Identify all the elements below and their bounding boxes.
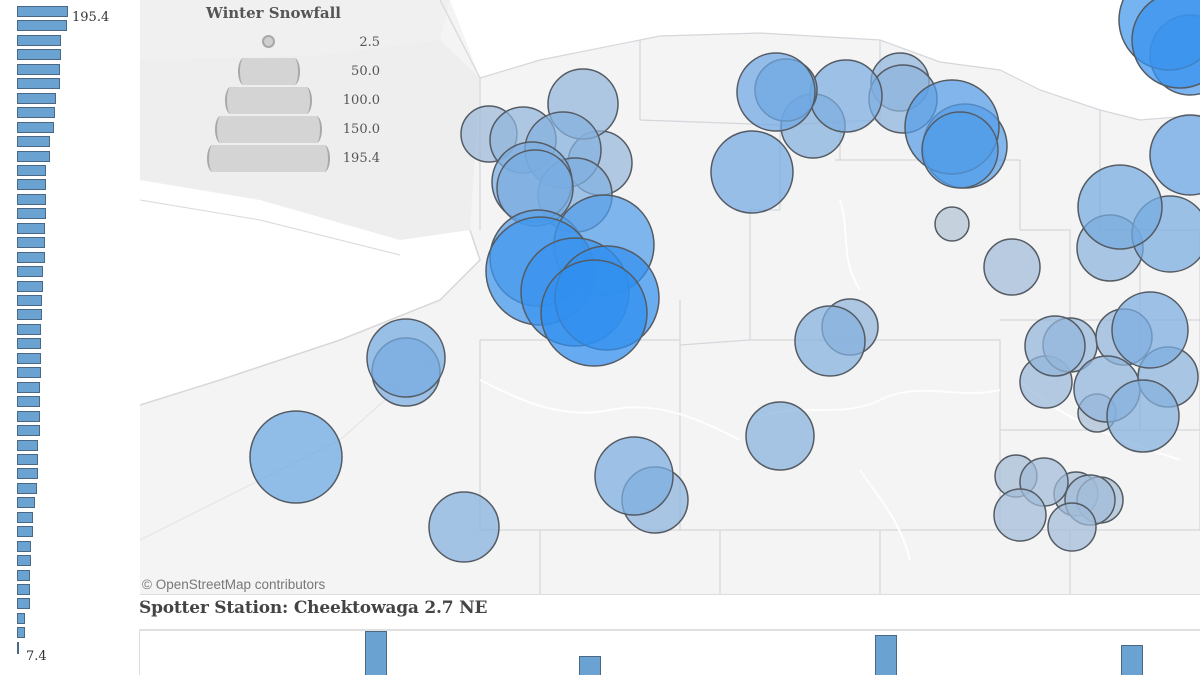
rank-bar[interactable] — [17, 20, 67, 32]
rank-bar[interactable] — [17, 453, 38, 465]
rank-bar[interactable] — [17, 352, 41, 364]
rank-bar[interactable] — [17, 598, 30, 610]
rank-bottom-label: 7.4 — [26, 649, 47, 664]
snowfall-station-bubble[interactable] — [921, 111, 999, 189]
snowfall-station-bubble[interactable] — [1077, 164, 1163, 250]
legend-label-4: 150.0 — [342, 122, 380, 137]
rank-bar[interactable] — [17, 641, 19, 654]
legend-size-marker-5 — [207, 145, 330, 172]
rank-bar[interactable] — [17, 482, 37, 494]
rank-bar[interactable] — [17, 584, 30, 595]
rank-bar[interactable] — [17, 237, 45, 249]
rank-bar[interactable] — [17, 439, 38, 451]
rank-bar[interactable] — [17, 381, 40, 393]
station-snowfall-bar[interactable] — [579, 656, 601, 675]
rank-bar[interactable] — [17, 323, 41, 335]
snowfall-station-bubble[interactable] — [540, 259, 648, 367]
snowfall-bubbles-layer[interactable] — [140, 0, 1200, 594]
legend-size-marker-2 — [238, 58, 300, 85]
rank-bar[interactable] — [17, 309, 42, 321]
snowfall-station-bubble[interactable] — [993, 488, 1047, 542]
rank-top-label: 195.4 — [72, 10, 110, 25]
rank-bar[interactable] — [17, 540, 31, 552]
rank-bar[interactable] — [17, 164, 46, 176]
rank-bar[interactable] — [17, 49, 61, 61]
rank-bar[interactable] — [17, 107, 55, 119]
legend-label-1: 2.5 — [359, 35, 380, 50]
rank-bar[interactable] — [17, 136, 50, 148]
rank-bar[interactable] — [17, 34, 61, 46]
rank-bar[interactable] — [17, 468, 38, 480]
rank-bar[interactable] — [17, 92, 56, 104]
station-title: Spotter Station: Cheektowaga 2.7 NE — [139, 598, 488, 618]
snowfall-station-bubble[interactable] — [983, 238, 1041, 296]
rank-bar[interactable] — [17, 612, 25, 624]
snowfall-station-bubble[interactable] — [736, 52, 816, 132]
station-snowfall-bar[interactable] — [1121, 645, 1143, 675]
rank-bar[interactable] — [17, 569, 30, 581]
rank-bar[interactable] — [17, 410, 40, 422]
snowfall-station-bubble[interactable] — [1047, 502, 1097, 552]
snowfall-station-bubble[interactable] — [1131, 0, 1200, 89]
rank-bar[interactable] — [17, 338, 41, 350]
rank-bar[interactable] — [17, 425, 40, 437]
legend-size-marker-1 — [262, 35, 275, 48]
snowfall-station-bubble[interactable] — [1106, 379, 1180, 453]
snowfall-station-bubble[interactable] — [1024, 315, 1086, 377]
rank-bar[interactable] — [17, 555, 31, 567]
rank-bar[interactable] — [17, 179, 46, 191]
snowfall-station-bubble[interactable] — [366, 318, 446, 398]
legend-label-2: 50.0 — [351, 64, 380, 79]
rank-bar[interactable] — [17, 150, 50, 162]
snowfall-station-bubble[interactable] — [745, 401, 815, 471]
snowfall-station-bubble[interactable] — [594, 436, 674, 516]
snowfall-station-bubble[interactable] — [428, 491, 500, 563]
legend-label-3: 100.0 — [342, 93, 380, 108]
rank-bar[interactable] — [17, 6, 68, 17]
snowfall-station-bubble[interactable] — [249, 410, 343, 504]
map-attribution[interactable]: © OpenStreetMap contributors — [142, 577, 326, 592]
rank-bar[interactable] — [17, 497, 35, 509]
rank-bar[interactable] — [17, 63, 60, 75]
rank-bar[interactable] — [17, 627, 25, 639]
rank-bar[interactable] — [17, 266, 43, 278]
snowfall-ranking-panel: 195.4 7.4 — [0, 0, 138, 675]
rank-bar[interactable] — [17, 526, 33, 538]
rank-bar[interactable] — [17, 208, 46, 220]
rank-bar[interactable] — [17, 295, 42, 306]
snowfall-station-bubble[interactable] — [1149, 114, 1200, 196]
rank-bar[interactable] — [17, 251, 45, 263]
legend-size-marker-4 — [215, 116, 322, 143]
rank-bar[interactable] — [17, 121, 54, 133]
legend-label-5: 195.4 — [342, 151, 380, 166]
snowfall-station-bubble[interactable] — [794, 305, 866, 377]
rank-bar[interactable] — [17, 193, 46, 205]
rank-bar[interactable] — [17, 78, 60, 90]
snowfall-station-bubble[interactable] — [934, 206, 970, 242]
legend-size-marker-3 — [225, 87, 312, 114]
station-snowfall-bar[interactable] — [875, 635, 897, 675]
station-snowfall-chart — [139, 629, 1200, 675]
size-legend: Winter Snowfall 2.5 50.0 100.0 150.0 195… — [198, 2, 398, 182]
station-snowfall-bar[interactable] — [365, 631, 387, 675]
snowfall-map[interactable]: Winter Snowfall 2.5 50.0 100.0 150.0 195… — [140, 0, 1200, 595]
rank-bar[interactable] — [17, 511, 33, 523]
snowfall-station-bubble[interactable] — [710, 130, 794, 214]
snowfall-station-bubble[interactable] — [1111, 291, 1189, 369]
snowfall-station-bubble[interactable] — [809, 59, 883, 133]
legend-title: Winter Snowfall — [206, 4, 342, 22]
rank-bar[interactable] — [17, 280, 43, 292]
rank-bar[interactable] — [17, 222, 45, 234]
rank-bar[interactable] — [17, 396, 40, 408]
rank-bar[interactable] — [17, 367, 41, 379]
